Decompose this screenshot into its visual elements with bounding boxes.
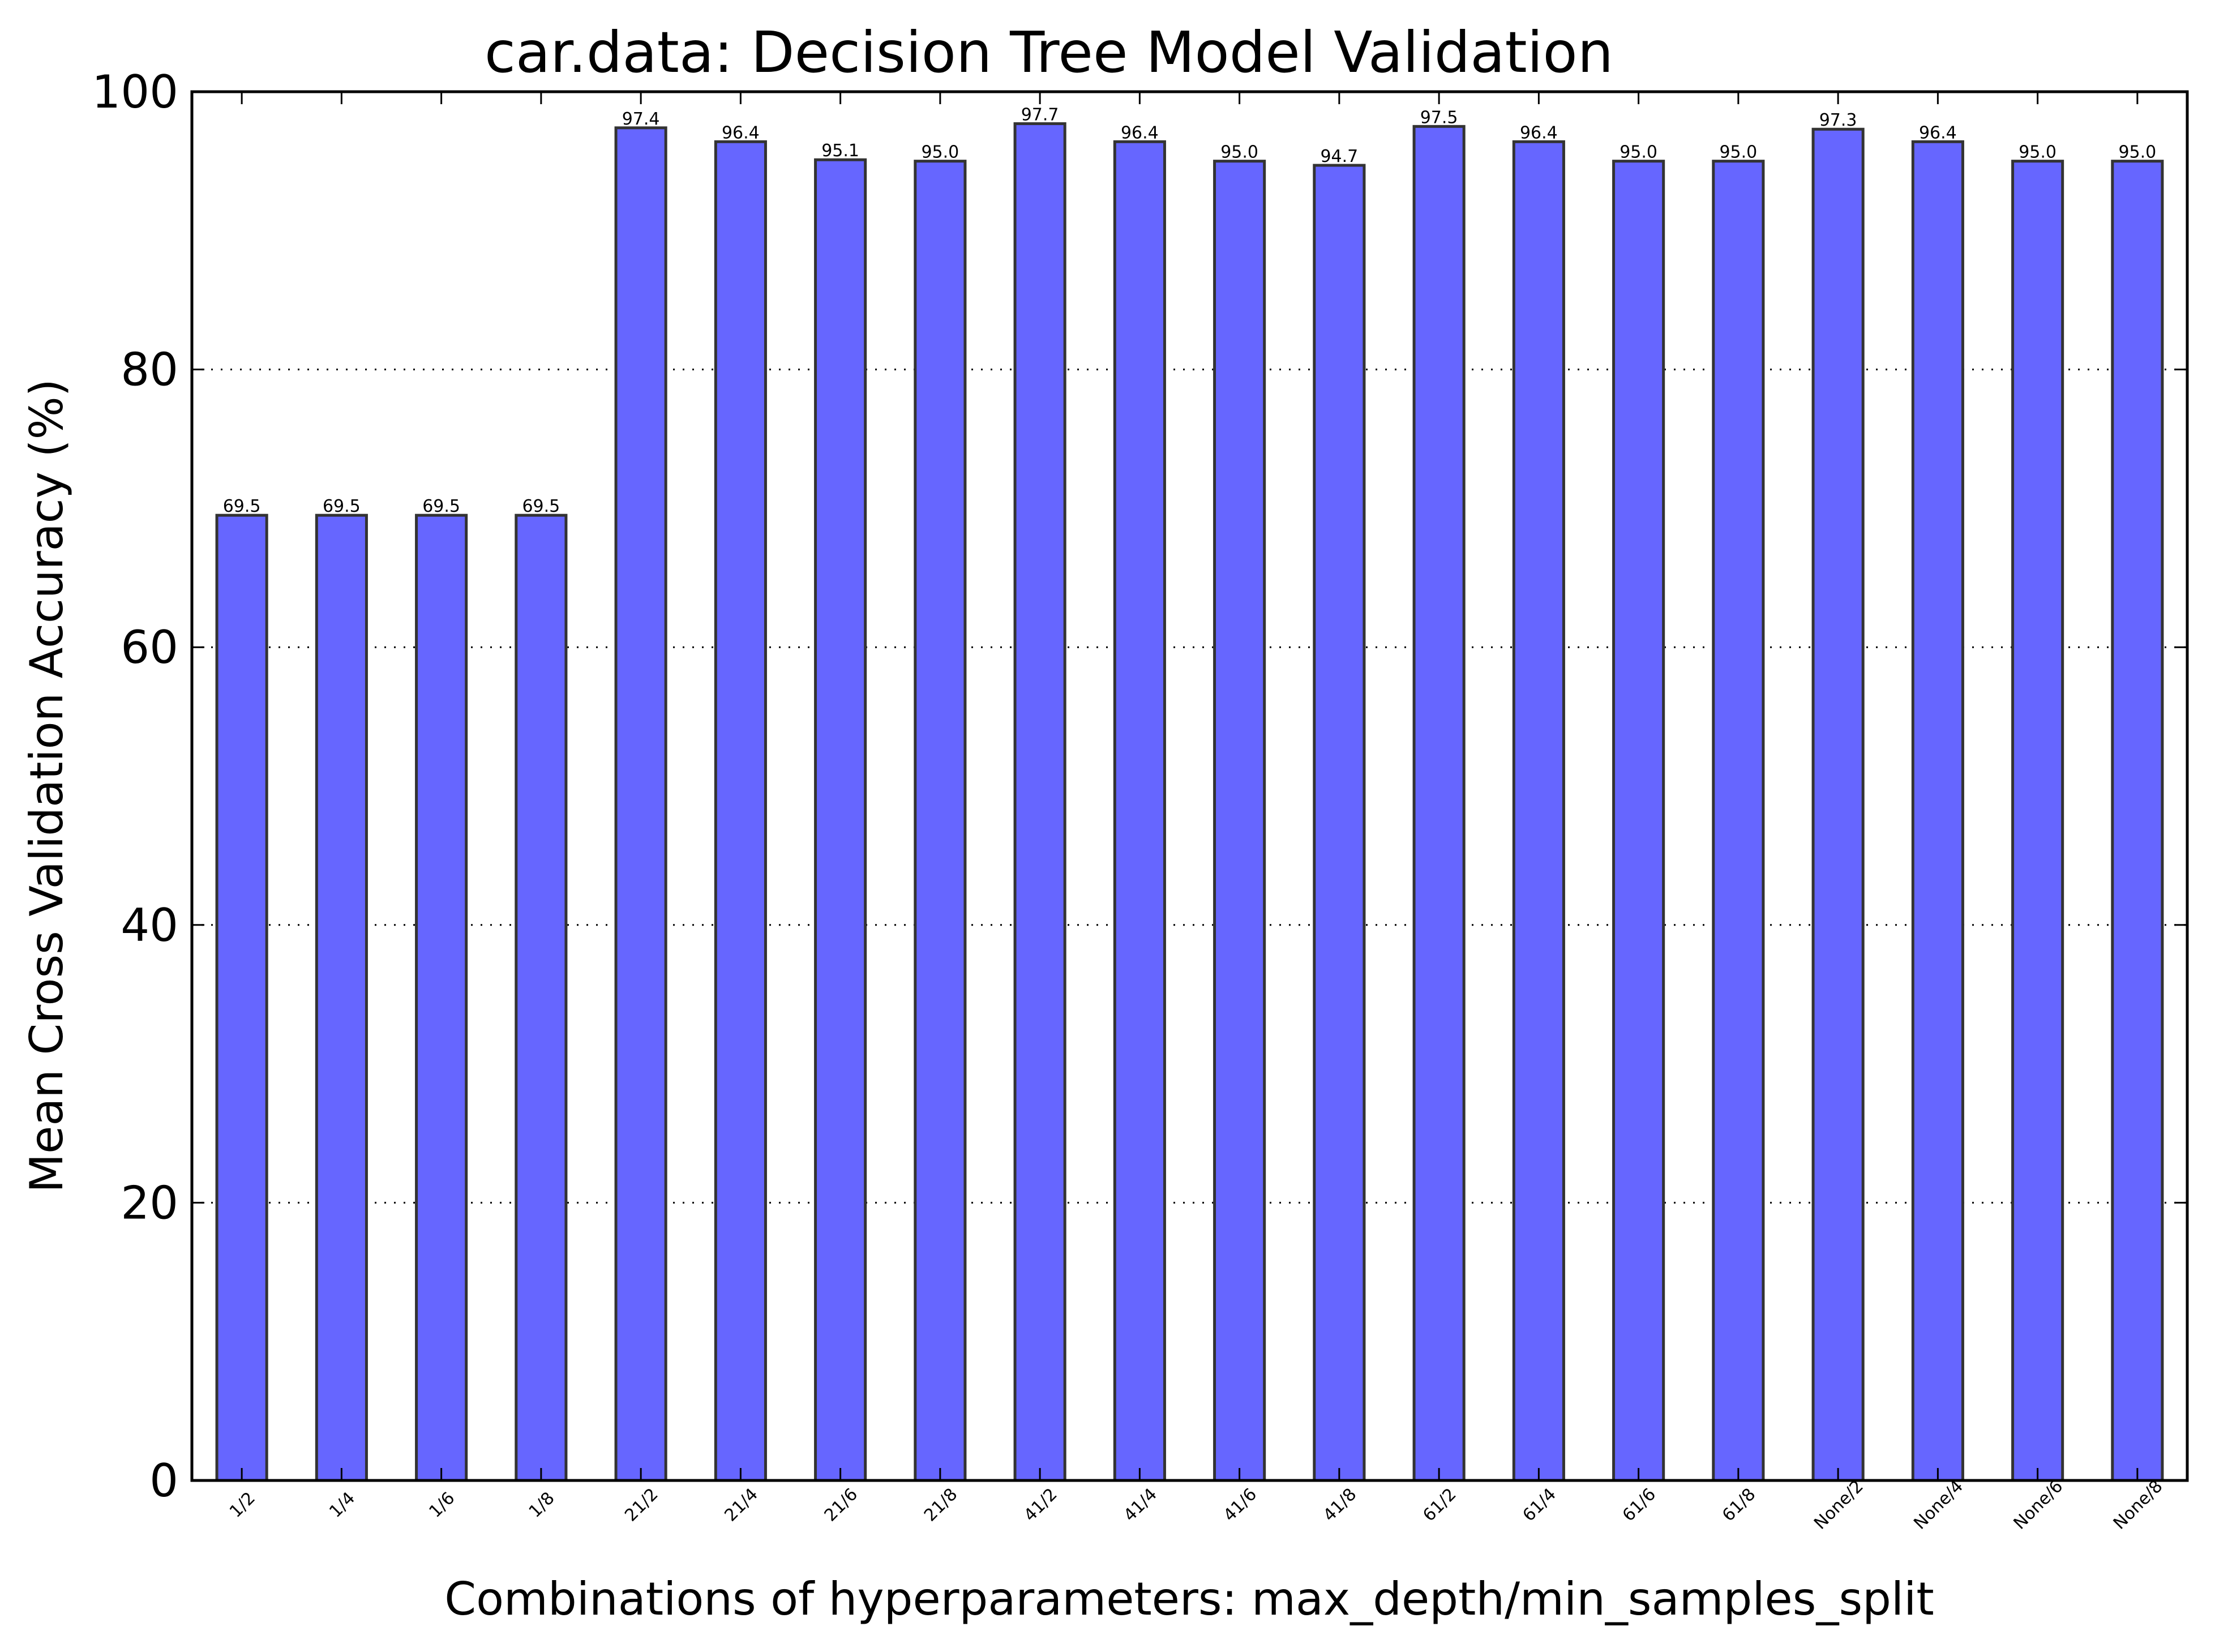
data-label: 96.4 [1520,123,1558,143]
data-label: 69.5 [522,497,560,516]
y-axis-ticks: 0 20 40 60 80 100 [92,66,2187,1507]
bar-21-4 [714,140,767,1482]
bars [215,122,2164,1482]
x-tick-label: 21/6 [821,1484,862,1525]
x-tick-label: None/2 [1810,1476,1867,1534]
bar-21-2 [614,126,667,1482]
x-tick-label: None/4 [1910,1476,1967,1534]
x-tick-label: 1/6 [425,1488,459,1522]
chart-title: car.data: Decision Tree Model Validation [485,19,1613,85]
y-tick-label: 100 [92,66,178,118]
bar-none-6 [2011,160,2064,1482]
bar-61-8 [1712,160,1765,1482]
x-tick-label: None/8 [2110,1476,2167,1534]
bar-41-4 [1113,140,1166,1482]
y-axis-label: Mean Cross Validation Accuracy (%) [20,379,73,1193]
data-label: 69.5 [422,497,460,516]
bar-61-4 [1512,140,1565,1482]
x-tick-label: 61/8 [1719,1484,1759,1525]
data-label: 69.5 [323,497,361,516]
x-tick-label: 41/8 [1319,1484,1360,1525]
x-tick-label: 41/4 [1120,1484,1160,1525]
bar-41-2 [1013,122,1066,1482]
bar-21-6 [814,158,867,1482]
data-label: 96.4 [722,123,760,143]
y-tick-label: 60 [121,621,178,674]
bar-1-8 [515,513,568,1482]
y-tick-label: 20 [121,1176,178,1229]
data-label: 95.0 [1719,143,1757,162]
x-tick-label: 61/4 [1519,1484,1560,1525]
x-tick-label: 21/4 [721,1484,761,1525]
x-tick-label: 61/2 [1419,1484,1460,1525]
x-tick-label: 1/2 [226,1488,259,1522]
x-tick-label: 21/2 [621,1484,662,1525]
plot-frame [190,90,2189,1482]
x-tick-label: 41/6 [1220,1484,1261,1525]
bar-none-2 [1811,127,1865,1482]
bar-1-4 [315,513,368,1482]
data-label: 97.3 [1819,110,1857,130]
data-label: 96.4 [1919,123,1957,143]
bar-none-8 [2111,160,2164,1482]
bar-21-8 [914,160,967,1482]
x-tick-label: 1/8 [525,1488,559,1522]
data-label: 97.4 [622,109,660,129]
grid-lines [192,369,2187,1204]
data-label: 69.5 [223,497,261,516]
bar-61-2 [1412,125,1466,1482]
data-label: 95.0 [1620,143,1657,162]
data-labels: 69.5 69.5 69.5 69.5 97.4 96.4 95.1 95.0 97.7 96.4… [223,105,2157,516]
x-tick-label: 21/8 [920,1484,961,1525]
x-tick-label: 61/6 [1619,1484,1660,1525]
bar-41-8 [1313,164,1366,1482]
data-label: 96.4 [1121,123,1159,143]
bar-none-4 [1911,140,1964,1482]
data-label: 95.0 [921,143,959,162]
data-label: 95.0 [2118,143,2156,162]
y-tick-label: 40 [121,899,178,952]
bar-1-2 [215,513,268,1482]
y-tick-label: 0 [149,1454,178,1507]
data-label: 97.7 [1021,105,1059,125]
x-tick-label: 1/4 [325,1488,359,1522]
data-label: 95.0 [2019,143,2057,162]
bar-1-6 [415,513,468,1482]
bar-41-6 [1213,160,1266,1482]
data-label: 94.7 [1320,147,1358,166]
data-label: 95.0 [1220,143,1258,162]
data-label: 95.1 [821,141,859,161]
y-tick-label: 80 [121,344,178,396]
data-label: 97.5 [1420,108,1458,127]
x-axis-label: Combinations of hyperparameters: max_dep… [444,1573,1934,1625]
x-tick-label: None/6 [2010,1476,2067,1534]
x-tick-label: 41/2 [1020,1484,1061,1525]
bar-61-6 [1612,160,1665,1482]
